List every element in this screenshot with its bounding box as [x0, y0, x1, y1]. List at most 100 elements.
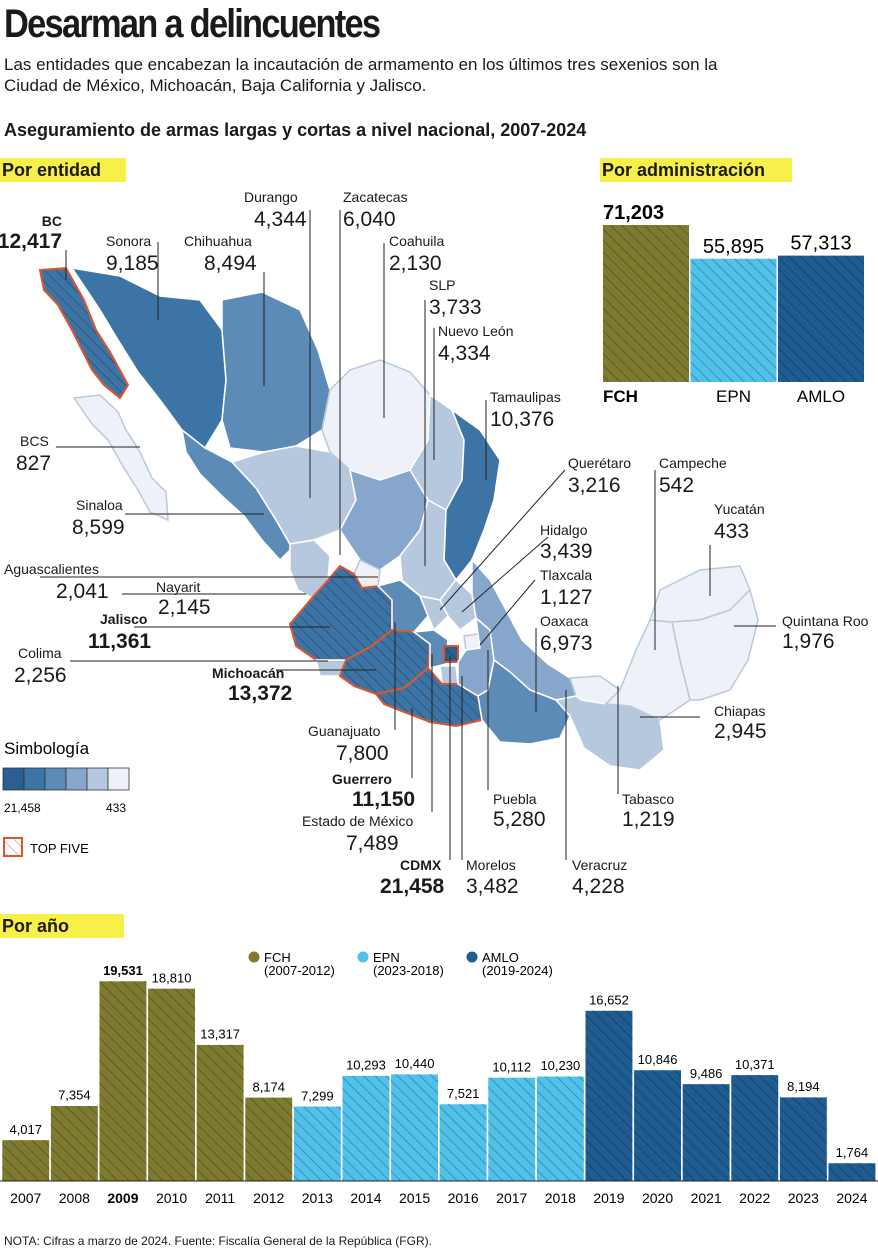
entity-value: 11,361: [88, 630, 151, 653]
entity-name: Oaxaca: [540, 613, 588, 629]
year-bar-hatch: [293, 1106, 342, 1181]
year-tick-label: 2020: [642, 1190, 673, 1206]
entity-name: BCS: [20, 433, 49, 449]
entity-name: Michoacán: [212, 665, 284, 681]
entity-label-tlaxcala: Tlaxcala 1,127: [540, 567, 593, 609]
admin-bar-value-label: 57,313: [790, 233, 851, 255]
section-year-label: Por año: [2, 916, 70, 936]
entity-value: 21,458: [380, 875, 445, 898]
footnote: NOTA: Cifras a marzo de 2024. Fuente: Fi…: [4, 1234, 432, 1248]
year-bar-value-label: 10,440: [395, 1056, 435, 1071]
entity-name: Jalisco: [100, 611, 147, 627]
entity-name: BC: [42, 213, 62, 229]
legend-swatch: [65, 767, 88, 791]
year-tick-label: 2009: [107, 1190, 138, 1206]
entity-value: 2,130: [389, 252, 442, 275]
entity-label-aguascalientes: Aguascalientes 2,041: [4, 561, 109, 603]
entity-value: 2,945: [714, 720, 767, 743]
entity-name: Querétaro: [568, 455, 631, 471]
year-tick-label: 2017: [496, 1190, 527, 1206]
year-bar-value-label: 7,299: [301, 1088, 334, 1103]
entity-value: 13,372: [228, 682, 292, 705]
entity-value: 3,216: [568, 474, 621, 497]
region-bcs: [72, 394, 169, 522]
map-leader-lines: [40, 210, 776, 860]
entity-value: 3,482: [466, 875, 519, 898]
year-bar-value-label: 10,293: [346, 1058, 386, 1073]
year-tick-label: 2008: [59, 1190, 90, 1206]
year-bar-value-label: 10,846: [638, 1052, 678, 1067]
legend-min-label: 433: [106, 801, 126, 815]
region-edomex: [412, 629, 449, 669]
entity-label-veracruz: Veracruz 4,228: [572, 857, 627, 898]
entity-name: Veracruz: [572, 857, 627, 873]
mexico-map: [38, 266, 759, 771]
entity-value: 11,150: [352, 788, 415, 811]
year-bar-value-label: 10,112: [492, 1059, 531, 1074]
entity-name: Estado de México: [302, 813, 413, 829]
year-bar-value-label: 16,652: [589, 992, 629, 1007]
year-bar-value-label: 8,194: [787, 1079, 820, 1094]
entity-value: 8,494: [204, 252, 257, 275]
year-tick-label: 2010: [156, 1190, 187, 1206]
admin-bar-chart: 71,203 FCH 55,895 EPN 57,313 AMLO: [603, 202, 864, 406]
entity-name: Aguascalientes: [4, 561, 99, 577]
year-bar-value-label: 7,354: [58, 1088, 91, 1103]
entity-value: 3,439: [540, 540, 593, 563]
map-legend: Simbología 21,458 433 TOP FIVE: [2, 739, 130, 857]
entity-value: 6,973: [540, 632, 593, 655]
entity-name: Guanajuato: [308, 723, 381, 739]
year-tick-label: 2024: [836, 1190, 867, 1206]
entity-value: 9,185: [106, 252, 159, 275]
entity-value: 1,976: [782, 630, 835, 653]
year-tick-label: 2011: [205, 1190, 235, 1206]
entity-name: Tabasco: [622, 791, 674, 807]
entity-label-slp: SLP 3,733: [429, 277, 482, 319]
legend-series-name: EPN: [373, 950, 400, 965]
legend-series-period: (2019-2024): [482, 963, 553, 978]
year-tick-label: 2021: [691, 1190, 722, 1206]
entity-label-yucatan: Yucatán 433: [714, 501, 765, 543]
entity-name: Hidalgo: [540, 522, 588, 538]
entity-label-queretaro: Querétaro 3,216: [568, 455, 631, 497]
year-tick-label: 2007: [10, 1190, 41, 1206]
region-chiapas: [554, 695, 665, 771]
region-sonora: [70, 266, 227, 450]
legend-swatch: [86, 767, 109, 791]
year-bar-hatch: [779, 1097, 828, 1181]
entity-name: Durango: [244, 189, 298, 205]
admin-bar-hatch: [603, 225, 689, 382]
section-admin-label: Por administración: [602, 160, 766, 180]
entity-value: 4,334: [438, 342, 491, 365]
legend-series-period: (2023-2018): [373, 963, 444, 978]
year-tick-label: 2019: [593, 1190, 624, 1206]
section-tag-admin: Por administración: [600, 158, 792, 182]
entity-value: 542: [659, 474, 694, 497]
section-tag-year: Por año: [0, 914, 124, 938]
admin-bar-value-label: 71,203: [603, 202, 664, 224]
entity-label-campeche: Campeche 542: [659, 455, 727, 497]
entity-name: Puebla: [493, 791, 537, 807]
entity-value: 827: [16, 452, 51, 475]
year-bar-hatch: [439, 1103, 487, 1181]
year-bar-hatch: [147, 988, 196, 1181]
entity-name: CDMX: [400, 857, 442, 873]
admin-bar-hatch: [690, 258, 777, 382]
legend-swatch: [2, 767, 25, 791]
entity-label-cdmx: CDMX 21,458: [380, 857, 445, 898]
entity-name: Coahuila: [389, 233, 444, 249]
year-bar-value-label: 4,017: [9, 1122, 42, 1137]
legend-title: Simbología: [4, 739, 90, 758]
entity-value: 7,489: [346, 832, 399, 855]
entity-name: Yucatán: [714, 501, 765, 517]
entity-name: SLP: [429, 277, 455, 293]
entity-value: 2,145: [158, 596, 211, 619]
entity-name: Colima: [18, 645, 62, 661]
